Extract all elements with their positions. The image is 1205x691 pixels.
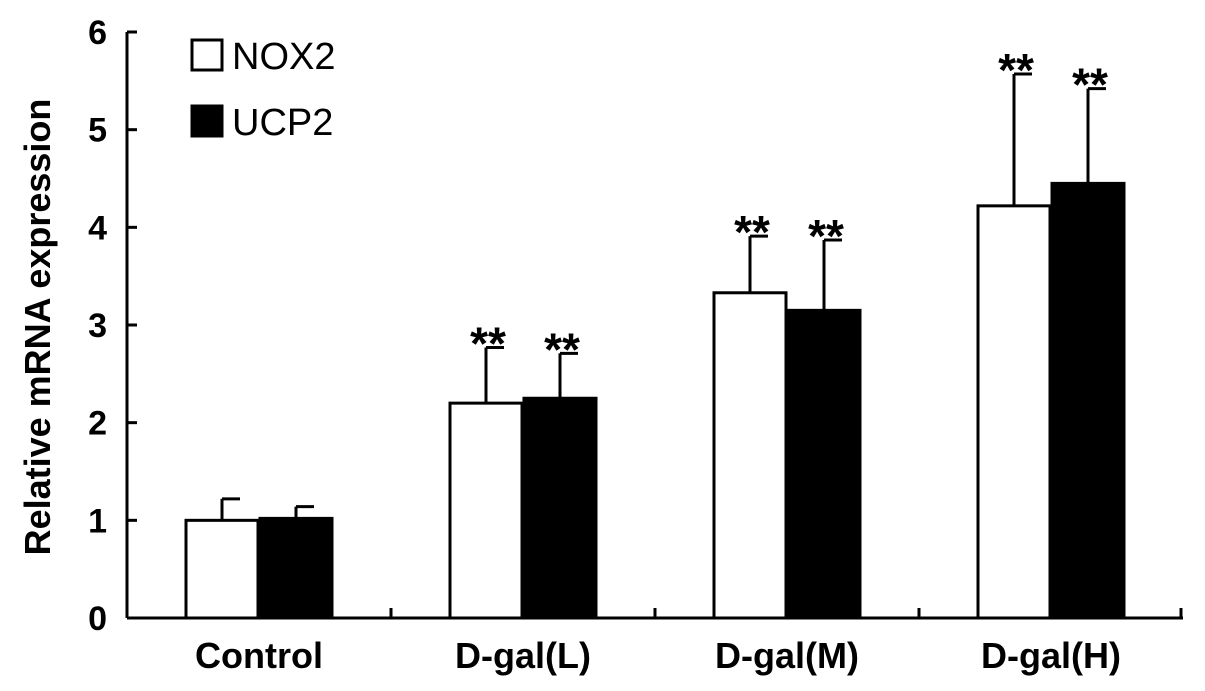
legend: NOX2 UCP2 — [190, 36, 335, 144]
bar-nox2 — [184, 518, 260, 620]
x-tick-label: Control — [195, 635, 323, 676]
significance-label: ** — [734, 206, 770, 258]
bar-ucp2 — [522, 396, 598, 620]
significance-label: ** — [544, 323, 580, 375]
x-tick-label: D-gal(L) — [455, 635, 591, 676]
x-tick-label: D-gal(H) — [981, 635, 1121, 676]
significance-label: ** — [998, 44, 1034, 96]
bar-nox2 — [448, 401, 524, 620]
legend-swatch-nox2 — [190, 38, 224, 72]
axes: 0 1 2 3 4 5 6 Control D-gal(L) D-gal(M) D-gal(H) — [88, 14, 1183, 676]
y-tick-label: 0 — [88, 600, 107, 638]
bar-nox2 — [976, 204, 1052, 620]
y-tick-label: 6 — [88, 14, 107, 52]
significance-label: ** — [1072, 59, 1108, 111]
significance-label: ** — [470, 317, 506, 369]
y-tick-label: 4 — [88, 209, 107, 247]
bar-nox2 — [712, 291, 788, 620]
bar-ucp2 — [1050, 181, 1126, 620]
bar-ucp2 — [786, 308, 862, 620]
legend-swatch-ucp2 — [190, 104, 224, 138]
y-tick-label: 1 — [88, 502, 107, 540]
x-tick-label: D-gal(M) — [715, 635, 859, 676]
bars — [184, 181, 1126, 620]
legend-label-nox2: NOX2 — [232, 36, 335, 78]
y-axis-title: Relative mRNA expression — [17, 99, 58, 556]
y-tick-label: 2 — [88, 405, 107, 443]
legend-label-ucp2: UCP2 — [232, 102, 333, 144]
bar-ucp2 — [258, 516, 334, 620]
error-bars — [220, 72, 1106, 521]
significance-label: ** — [808, 210, 844, 262]
y-tick-label: 3 — [88, 307, 107, 345]
significance-annotations: ** ** ** ** ** ** — [470, 44, 1108, 375]
y-tick-label: 5 — [88, 112, 107, 150]
